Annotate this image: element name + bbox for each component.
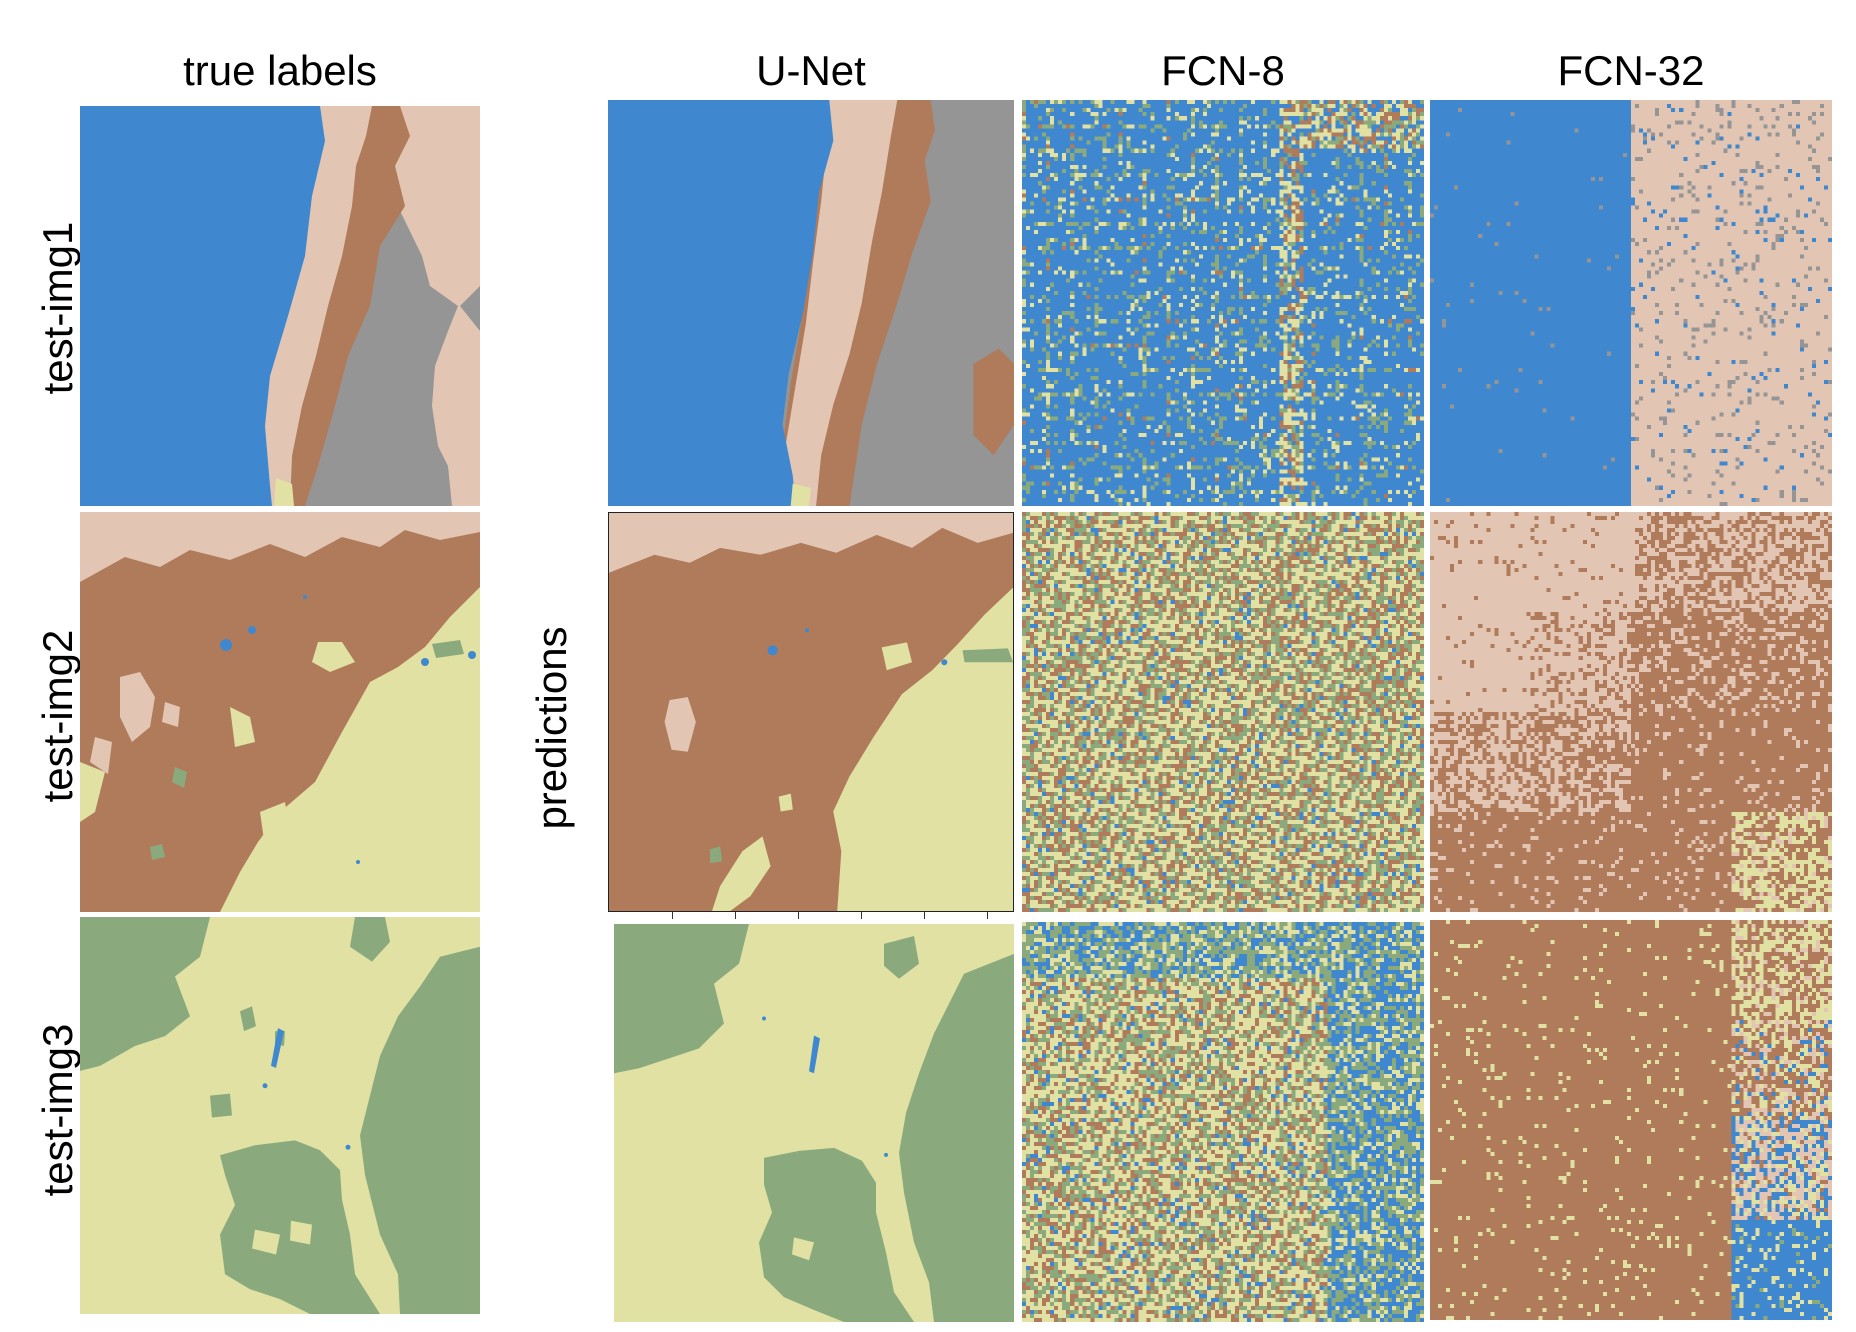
axis-tick — [987, 912, 988, 919]
unet-prediction-img3 — [614, 924, 1014, 1322]
column-title-unet: U-Net — [756, 47, 866, 94]
fcn8-prediction-img2-noise — [1022, 512, 1424, 912]
fcn32-prediction-img2 — [1430, 512, 1832, 912]
unet-prediction-img3-map — [614, 924, 1014, 1322]
axis-tick — [672, 912, 673, 919]
fcn32-prediction-img3 — [1430, 920, 1832, 1320]
axis-tick — [861, 912, 862, 919]
unet-prediction-img2-map — [609, 513, 1013, 911]
fcn8-prediction-img2 — [1022, 512, 1424, 912]
axis-tick — [798, 912, 799, 919]
true-labels-img3 — [80, 917, 480, 1314]
row-label-test-img2: test-img2 — [34, 629, 81, 803]
axis-tick — [924, 912, 925, 919]
fcn32-prediction-img2-noise — [1430, 512, 1832, 912]
fcn8-prediction-img3-noise — [1022, 922, 1424, 1322]
true-labels-img2-map — [80, 512, 480, 912]
true-labels-img1-map — [80, 106, 480, 506]
column-title-fcn8: FCN-8 — [1161, 47, 1285, 94]
predictions-label: predictions — [528, 626, 575, 830]
column-title-true-labels: true labels — [183, 47, 377, 94]
fcn32-prediction-img1-noise — [1430, 100, 1832, 506]
row-label-test-img3: test-img3 — [34, 1023, 81, 1197]
fcn8-prediction-img1-noise — [1022, 100, 1424, 506]
true-labels-img2 — [80, 512, 480, 912]
row-label-test-img1: test-img1 — [34, 221, 81, 395]
fcn8-prediction-img3 — [1022, 922, 1424, 1322]
true-labels-img3-map — [80, 917, 480, 1314]
column-title-fcn32: FCN-32 — [1557, 47, 1705, 94]
true-labels-img1 — [80, 106, 480, 506]
fcn32-prediction-img3-noise — [1430, 920, 1832, 1320]
fcn32-prediction-img1 — [1430, 100, 1832, 506]
unet-prediction-img1 — [608, 100, 1014, 506]
axis-tick — [735, 912, 736, 919]
unet-prediction-img2 — [608, 512, 1014, 912]
fcn8-prediction-img1 — [1022, 100, 1424, 506]
unet-prediction-img1-overlay — [608, 100, 1014, 506]
